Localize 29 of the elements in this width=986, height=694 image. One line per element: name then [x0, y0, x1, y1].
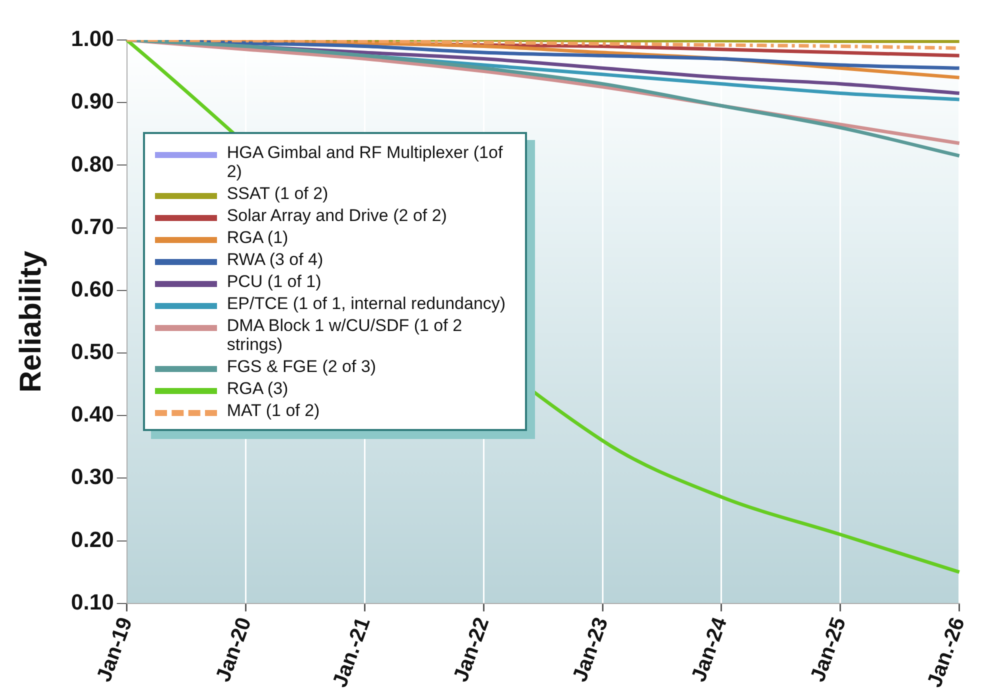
legend-label: FGS & FGE (2 of 3) — [226, 357, 376, 376]
y-tick-label: 1.00 — [70, 26, 114, 52]
legend-label: MAT (1 of 2) — [226, 401, 320, 420]
x-tick-label: Jan.-26 — [923, 614, 970, 690]
y-tick-label: 0.60 — [70, 276, 114, 302]
x-tick-label: Jan-23 — [568, 614, 613, 685]
x-tick-label: Jan-20 — [212, 614, 256, 685]
legend-label: RGA (3) — [226, 379, 288, 398]
y-tick-label: 0.90 — [70, 88, 114, 114]
y-axis-title: Reliability — [14, 250, 48, 393]
legend-label: RGA (1) — [226, 228, 288, 247]
legend-label: RWA (3 of 4) — [226, 250, 324, 269]
y-tick-label: 0.20 — [70, 526, 114, 552]
legend-label: PCU (1 of 1) — [226, 272, 322, 291]
y-tick-label: 0.50 — [70, 339, 114, 364]
x-tick-label: Jan-25 — [806, 614, 851, 685]
legend-label: SSAT (1 of 2) — [226, 184, 328, 203]
legend-label: EP/TCE (1 of 1, internal redundancy) — [226, 294, 506, 313]
legend-label: Solar Array and Drive (2 of 2) — [226, 206, 447, 225]
y-tick-label: 0.10 — [70, 589, 114, 614]
x-tick-label: Jan-19 — [92, 614, 137, 685]
y-tick-label: 0.30 — [70, 464, 114, 490]
y-tick-label: 0.40 — [70, 402, 114, 427]
legend-label: HGA Gimbal and RF Multiplexer (1of 2) — [226, 143, 504, 181]
x-tick-label: Jan-22 — [449, 614, 494, 685]
y-tick-label: 0.70 — [70, 214, 114, 239]
x-tick-label: Jan-24 — [687, 614, 732, 685]
y-tick-label: 0.80 — [70, 151, 114, 176]
legend-label: DMA Block 1 w/CU/SDF (1 of 2 strings) — [226, 316, 464, 354]
